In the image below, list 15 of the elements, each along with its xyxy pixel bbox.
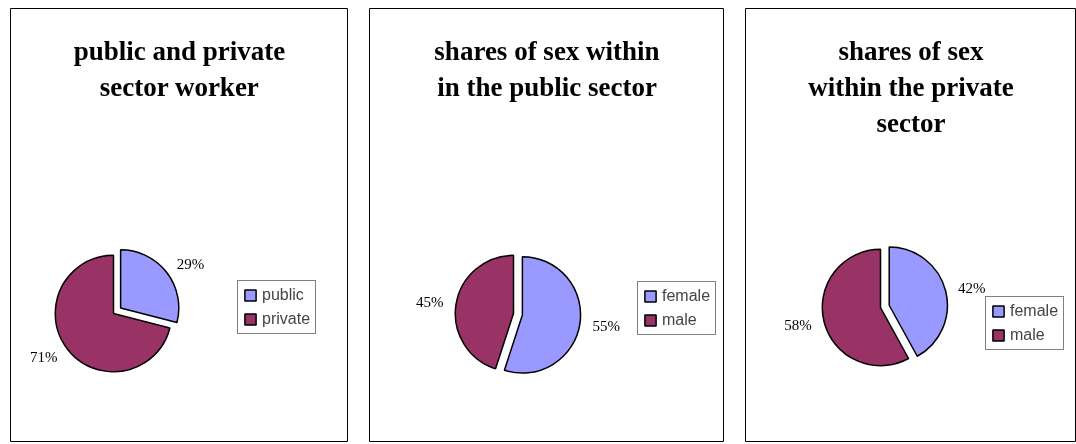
data-label: 29% bbox=[176, 256, 205, 273]
legend-label: private bbox=[262, 310, 311, 328]
data-label: 58% bbox=[784, 317, 812, 334]
data-label: 71% bbox=[29, 349, 58, 366]
chart-title: shares of sex within in the public sector bbox=[434, 35, 660, 102]
legend-label: male bbox=[1010, 326, 1045, 344]
legend-label: public bbox=[262, 286, 304, 304]
legend-label: male bbox=[662, 311, 697, 329]
chart-title: shares of sex within the private sector bbox=[808, 35, 1014, 138]
chart-title: public and private sector worker bbox=[73, 35, 286, 102]
data-label: 45% bbox=[415, 294, 444, 311]
legend-label: female bbox=[1010, 302, 1059, 320]
data-label: 42% bbox=[957, 279, 986, 296]
legend-label: female bbox=[662, 287, 711, 305]
data-label: 55% bbox=[592, 318, 621, 335]
